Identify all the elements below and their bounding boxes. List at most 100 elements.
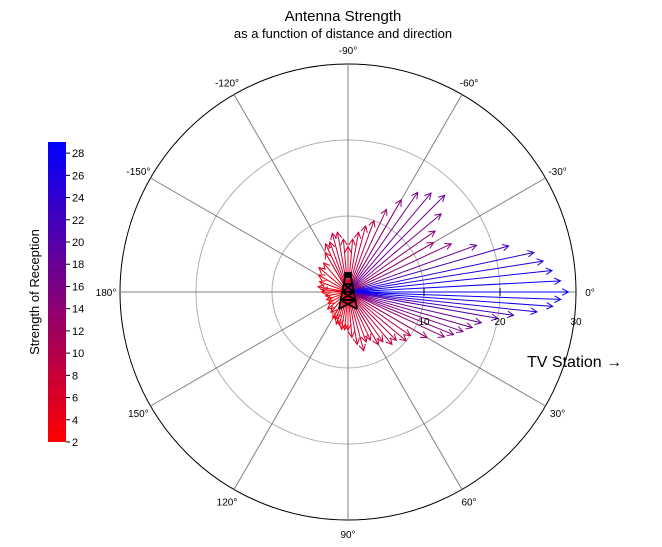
- colorbar-tick-label: 24: [72, 193, 84, 205]
- colorbar-gradient: [48, 142, 66, 442]
- spoke-line: [233, 291, 349, 490]
- arrow-head: [352, 337, 360, 346]
- arrow-head: [338, 322, 347, 331]
- radial-tick-labels: 10 20 30: [418, 288, 582, 328]
- vector-field: [317, 191, 570, 352]
- chart-title: Antenna Strength: [285, 8, 402, 25]
- arrow-shaft: [347, 291, 445, 338]
- vector-arrow: [347, 242, 435, 293]
- arrow-head: [428, 230, 437, 238]
- colorbar-tick-label: 28: [72, 148, 84, 160]
- angle-tick-label: 120°: [217, 498, 238, 509]
- arrow-head: [334, 231, 343, 239]
- arrow-shaft: [347, 209, 387, 293]
- arrow-shaft: [347, 291, 411, 337]
- arrow-head: [389, 333, 398, 342]
- vector-arrow: [347, 291, 483, 326]
- arrow-head: [530, 307, 539, 315]
- vector-arrow: [347, 291, 408, 342]
- arrow-head: [360, 224, 368, 233]
- colorbar-tick-label: 16: [72, 281, 84, 293]
- arrow-head: [332, 311, 340, 320]
- arrow-head: [434, 213, 442, 221]
- vector-arrow: [347, 291, 515, 319]
- colorbar-tick-label: 22: [72, 215, 84, 227]
- arrow-head: [324, 291, 333, 299]
- vector-arrow: [347, 243, 510, 293]
- arrow-shaft: [347, 270, 553, 293]
- vector-arrow: [338, 291, 349, 331]
- vector-arrow: [347, 291, 474, 330]
- arrow-shaft: [347, 243, 452, 293]
- arrow-head: [327, 297, 336, 304]
- arrow-head: [501, 243, 510, 252]
- vector-arrow: [347, 231, 362, 293]
- arrow-shaft: [347, 291, 514, 316]
- arrow-shaft: [347, 199, 402, 293]
- arrow-head: [322, 262, 331, 270]
- arrow-head: [385, 337, 393, 346]
- arrow-head: [403, 329, 412, 337]
- vector-arrow: [348, 288, 570, 296]
- arrow-head: [341, 323, 349, 331]
- angle-tick-label: 60°: [461, 498, 476, 509]
- vector-arrow: [347, 291, 428, 339]
- arrow-head: [411, 191, 419, 200]
- arrow-head: [526, 250, 535, 258]
- arrow-shaft: [347, 291, 538, 313]
- vector-arrow: [347, 243, 478, 293]
- angle-tick-label: 30°: [550, 409, 565, 420]
- arrow-head: [325, 294, 334, 302]
- arrow-head: [324, 251, 332, 260]
- arrow-shaft: [347, 242, 434, 293]
- angle-tick-label: 0°: [585, 288, 595, 299]
- arrow-head: [317, 274, 326, 282]
- vector-arrow: [347, 291, 446, 338]
- angle-tick-label: -120°: [215, 78, 239, 89]
- tv-station-annotation: TV Station →: [527, 354, 622, 371]
- arrow-head: [545, 267, 554, 275]
- arrow-head: [347, 330, 356, 339]
- arrow-head: [490, 313, 499, 322]
- arrow-head: [437, 331, 446, 338]
- chart-subtitle: as a function of distance and direction: [234, 26, 452, 41]
- arrow-head: [561, 288, 570, 296]
- radial-tick-label: 30: [570, 317, 582, 328]
- angle-tick-label: -150°: [126, 167, 150, 178]
- arrow-head: [318, 266, 326, 275]
- arrow-shaft: [347, 192, 432, 293]
- arrow-shaft: [347, 194, 446, 293]
- arrow-shaft: [347, 291, 482, 324]
- radial-tick-label: 10: [418, 317, 430, 328]
- arrow-shaft: [347, 291, 553, 307]
- arrow-shaft: [347, 291, 473, 329]
- arrow-head: [444, 242, 453, 250]
- colorbar-tick-label: 8: [72, 370, 78, 382]
- angle-tick-label: -90°: [339, 46, 357, 57]
- arrow-head: [344, 245, 352, 253]
- angle-tick-label: -60°: [460, 78, 478, 89]
- arrow-shaft: [347, 291, 428, 339]
- arrow-head: [320, 288, 328, 296]
- vector-arrow: [347, 291, 539, 315]
- arrow-shaft: [347, 291, 561, 300]
- arrow-head: [399, 334, 408, 342]
- angle-tick-label: 90°: [340, 530, 355, 541]
- vector-arrow: [347, 208, 388, 293]
- arrow-head: [419, 331, 428, 339]
- vector-arrow: [347, 230, 437, 293]
- angle-tick-label: 150°: [128, 409, 149, 420]
- vector-arrow: [347, 194, 446, 293]
- arrow-head: [394, 198, 402, 207]
- arrow-shaft: [347, 291, 454, 336]
- arrow-head: [326, 302, 335, 310]
- arrow-head: [358, 343, 366, 352]
- arrow-shaft: [336, 232, 349, 293]
- colorbar-tick-label: 20: [72, 237, 84, 249]
- angle-tick-labels: 0° 30° 60° 90° 120° 150° 180° -150° -120° -90° -60…: [96, 46, 595, 541]
- arrow-head: [368, 219, 376, 228]
- colorbar-tick-label: 10: [72, 348, 84, 360]
- arrow-shaft: [340, 291, 349, 330]
- vector-arrow: [347, 192, 432, 293]
